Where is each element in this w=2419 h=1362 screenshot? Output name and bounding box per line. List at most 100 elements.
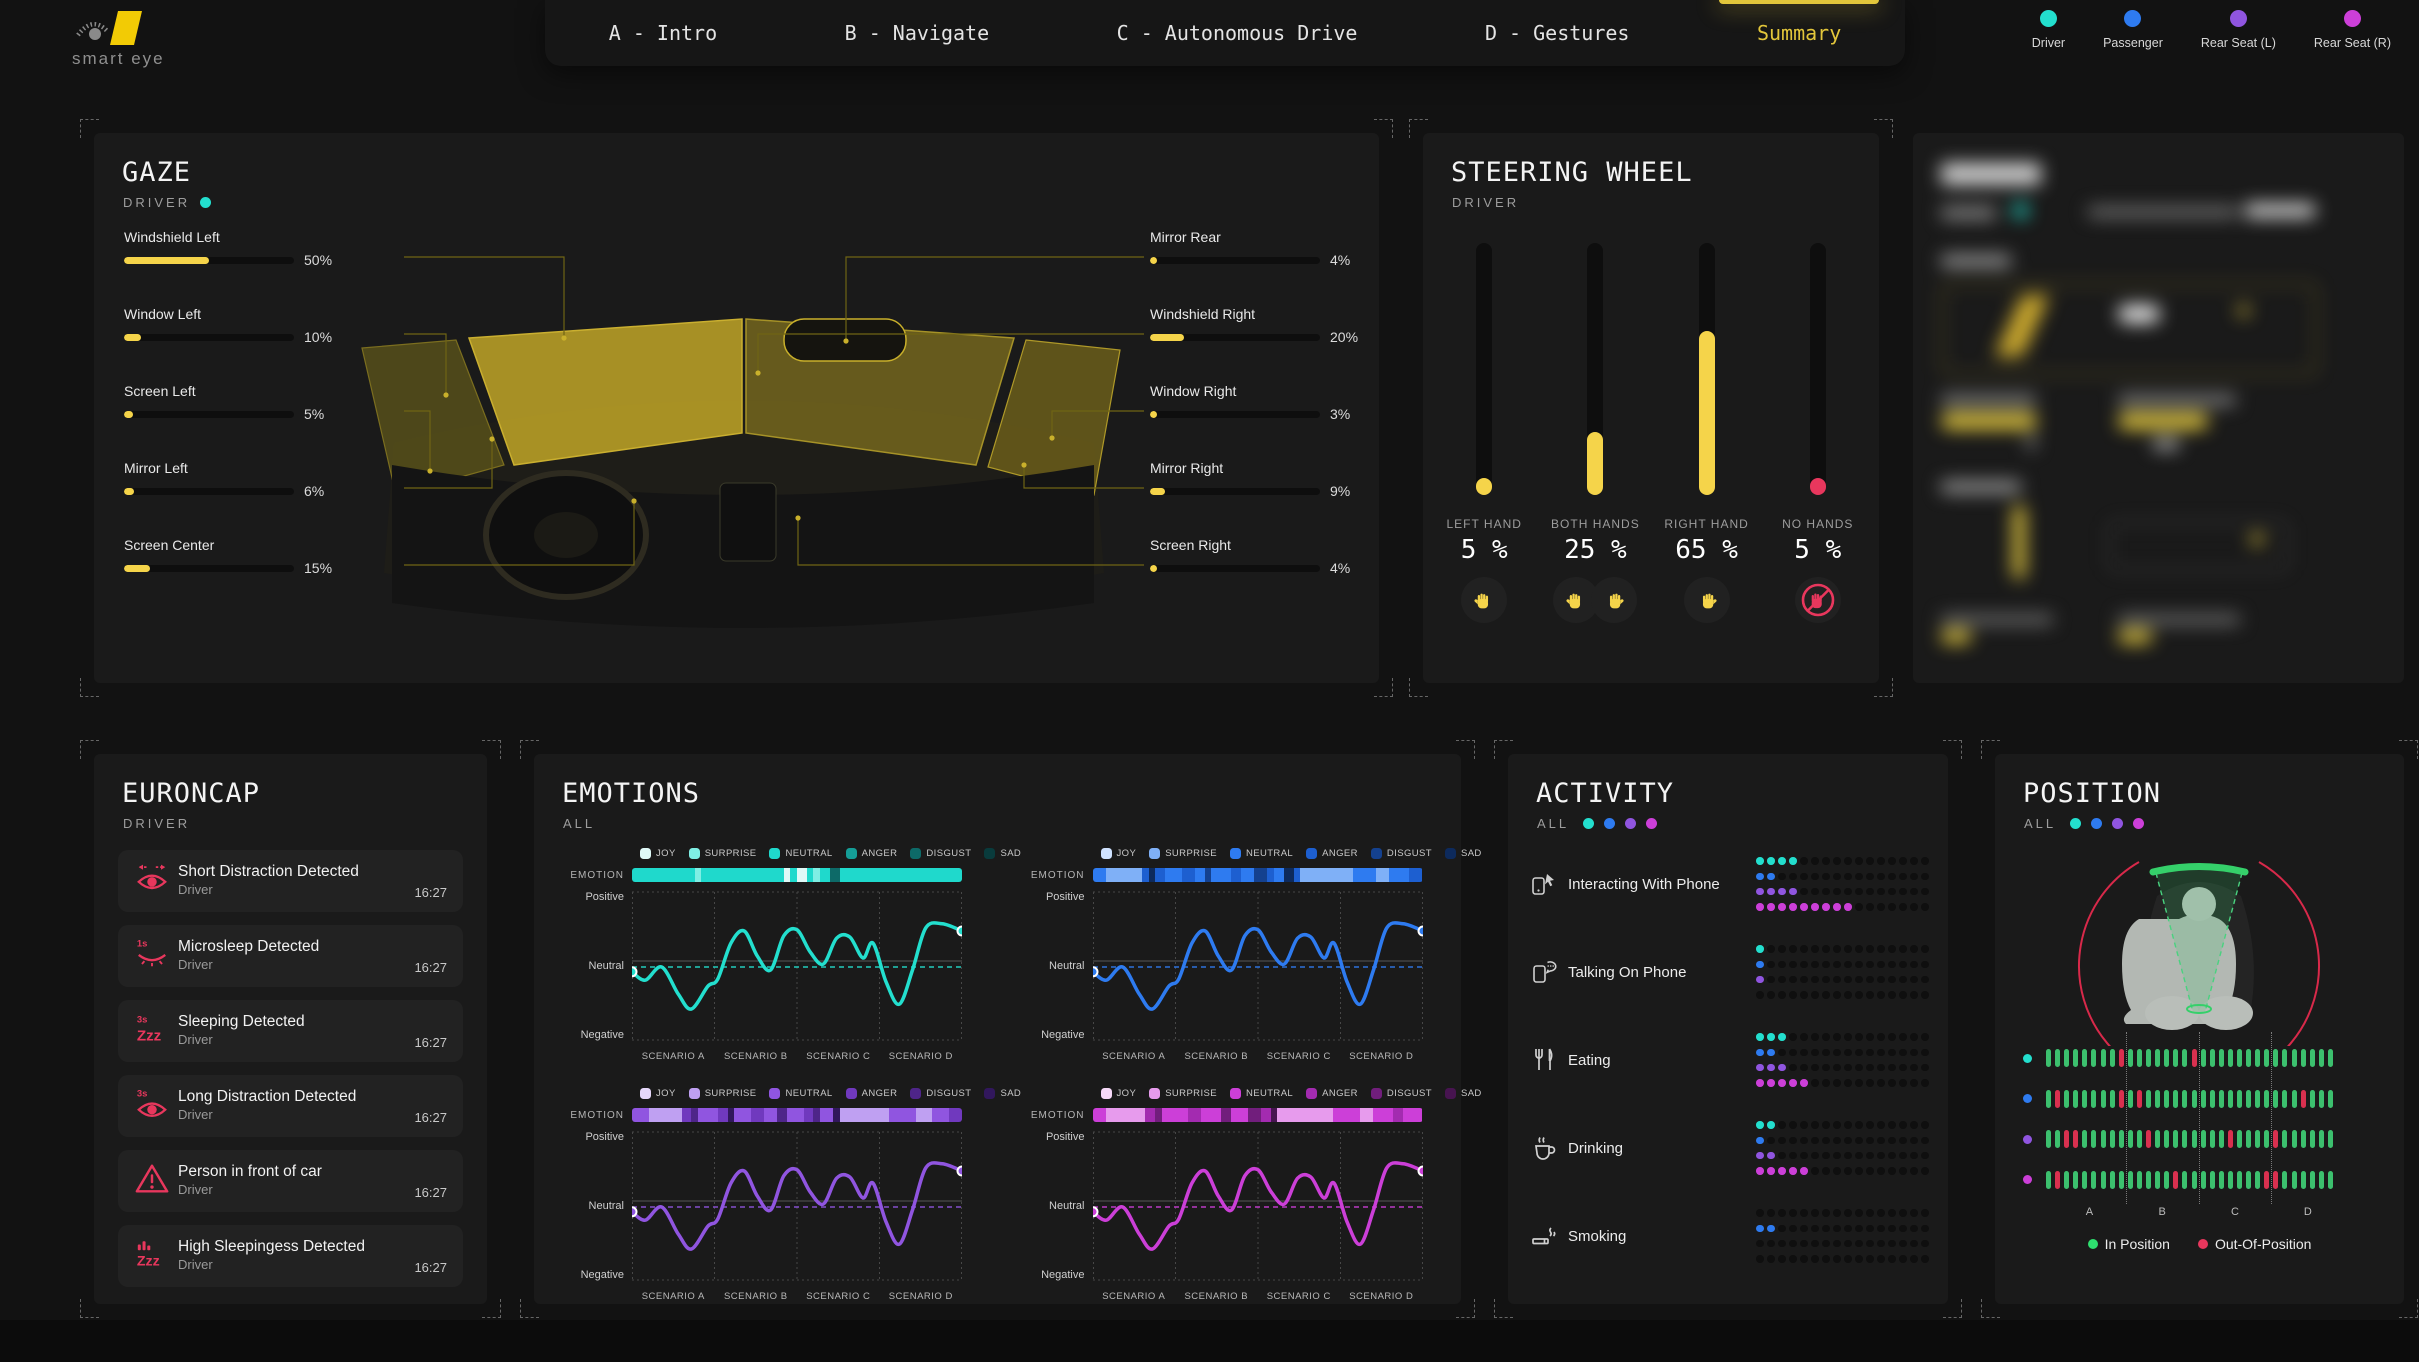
gaze-value: 50% xyxy=(304,252,333,268)
gaze-item-label: Mirror Rear xyxy=(1150,229,1221,245)
emotion-legend-item: SURPRISE xyxy=(1149,1088,1217,1099)
gaze-item: Screen Left 5% xyxy=(124,383,354,429)
euroncap-event-row[interactable]: 1s Microsleep Detected Driver 16:27 xyxy=(118,925,463,987)
activity-occupant-dots xyxy=(1583,817,1658,829)
emotions-title: EMOTIONS xyxy=(562,778,701,809)
emotion-y-label: Neutral xyxy=(588,1200,624,1212)
emotion-y-label: Neutral xyxy=(1049,960,1085,972)
activity-dot-matrix xyxy=(1756,941,1932,1003)
phone-interact-icon xyxy=(1524,870,1564,898)
activity-list: Interacting With Phone Talking On Phone … xyxy=(1524,840,1932,1280)
footer-band xyxy=(0,1320,2419,1362)
phone-talk-icon xyxy=(1524,958,1564,986)
position-title: POSITION xyxy=(2023,778,2162,809)
steering-bar-both-hands: BOTH HANDS 25 % xyxy=(1545,243,1645,623)
euroncap-event-row[interactable]: Person in front of car Driver 16:27 xyxy=(118,1150,463,1212)
gaze-bar xyxy=(124,410,294,418)
euroncap-event-list: Short Distraction Detected Driver 16:27 1… xyxy=(118,850,463,1300)
position-panel: POSITION ALL A B C D In Position Out-Of-Posi… xyxy=(1981,740,2418,1318)
event-title: Sleeping Detected xyxy=(178,1013,305,1030)
emotion-x-label: SCENARIO C xyxy=(806,1051,871,1062)
gaze-value: 9% xyxy=(1330,483,1351,499)
gaze-bar xyxy=(1150,564,1320,572)
activity-dot-matrix xyxy=(1756,853,1932,915)
event-time: 16:27 xyxy=(414,960,447,975)
gaze-item: Mirror Rear 4% xyxy=(1150,229,1380,275)
emotion-line-chart xyxy=(1087,891,1428,1041)
occupant-dot xyxy=(2039,10,2057,27)
position-pill-track xyxy=(2046,1089,2333,1108)
short-distraction-icon xyxy=(134,861,178,902)
position-subtitle: ALL xyxy=(2024,815,2057,831)
euroncap-event-row[interactable]: 3s Long Distraction Detected Driver 16:2… xyxy=(118,1075,463,1137)
svg-text:Zzz: Zzz xyxy=(137,1027,162,1044)
emotion-strip xyxy=(1092,868,1423,882)
brand-text: smart eye xyxy=(72,49,165,68)
hand-icon xyxy=(1702,593,1717,609)
svg-text:Zzz: Zzz xyxy=(137,1253,160,1269)
steering-bar-track xyxy=(1698,243,1715,495)
steering-bar-value: 5 % xyxy=(1794,535,1842,565)
emotion-strip-label: EMOTION xyxy=(570,869,624,881)
tab-a-intro[interactable]: A - Intro xyxy=(608,21,718,45)
gaze-item: Screen Center 15% xyxy=(124,537,354,583)
steering-subtitle: DRIVER xyxy=(1452,194,1520,210)
gaze-item: Window Left 10% xyxy=(124,306,354,352)
steering-bar-no-hands: NO HANDS 5 % xyxy=(1768,243,1868,623)
emotions-panel: EMOTIONS ALL JOY SURPRISE NEUTRAL ANGER DISG… xyxy=(520,740,1481,1318)
gaze-item: Windshield Right 20% xyxy=(1150,306,1380,352)
euroncap-event-row[interactable]: Zzz High Sleepingess Detected Driver 16:… xyxy=(118,1225,463,1287)
euroncap-event-row[interactable]: 3s Zzz Sleeping Detected Driver 16:27 xyxy=(118,1000,463,1062)
position-legend-item: Out-Of-Position xyxy=(2197,1236,2311,1252)
gaze-item-label: Window Left xyxy=(124,306,202,322)
activity-item-smoking: Smoking xyxy=(1524,1192,1932,1280)
euroncap-event-row[interactable]: Short Distraction Detected Driver 16:27 xyxy=(118,850,463,912)
gaze-title: GAZE xyxy=(122,157,192,188)
emotion-x-label: SCENARIO D xyxy=(1349,1051,1414,1062)
position-occupant-dot xyxy=(2023,1094,2032,1104)
occupant-position-visual xyxy=(2078,861,2320,1046)
occupant-dot xyxy=(2229,10,2247,27)
steering-bar-label: BOTH HANDS xyxy=(1551,517,1640,531)
emotion-legend-item: DISGUST xyxy=(1370,1088,1432,1099)
activity-label: Talking On Phone xyxy=(1568,963,1687,981)
gaze-item-label: Windshield Right xyxy=(1150,306,1256,322)
high-sleepiness-icon: Zzz xyxy=(134,1236,178,1277)
steering-bar-value: 25 % xyxy=(1564,535,1627,565)
emotions-subtitle: ALL xyxy=(563,815,596,831)
tab-d-gestures[interactable]: D - Gestures xyxy=(1484,21,1630,45)
activity-title: ACTIVITY xyxy=(1536,778,1675,809)
steering-bar-left-hand: LEFT HAND 5 % xyxy=(1434,243,1534,623)
emotion-x-label: SCENARIO C xyxy=(1266,1051,1331,1062)
activity-item-eating: Eating xyxy=(1524,1016,1932,1104)
tab-b-navigate[interactable]: B - Navigate xyxy=(844,21,990,45)
tab-c-autonomous-drive[interactable]: C - Autonomous Drive xyxy=(1116,21,1358,45)
steering-bar-icons xyxy=(1553,577,1638,623)
emotion-x-label: SCENARIO C xyxy=(1266,1291,1331,1302)
emotion-x-label: SCENARIO A xyxy=(641,1051,705,1062)
position-separator xyxy=(2198,1032,2200,1204)
tab-summary[interactable]: Summary xyxy=(1743,0,1855,66)
gaze-value: 4% xyxy=(1330,252,1351,268)
svg-text:3s: 3s xyxy=(137,1014,148,1025)
gaze-item-label: Window Right xyxy=(1150,383,1237,399)
emotion-line-chart xyxy=(626,1131,968,1281)
emotion-x-label: SCENARIO B xyxy=(723,1291,788,1302)
emotion-chart-cell-1: JOY SURPRISE NEUTRAL ANGER DISGUST SAD EMOTION… xyxy=(1019,846,1481,1062)
long-distraction-icon: 3s xyxy=(134,1086,178,1127)
drinking-icon xyxy=(1524,1134,1564,1162)
gaze-bar xyxy=(124,487,294,495)
position-row xyxy=(2023,1160,2383,1201)
gaze-value: 6% xyxy=(304,483,325,499)
emotion-legend-item: DISGUST xyxy=(910,848,971,859)
activity-item-drinking: Drinking xyxy=(1524,1104,1932,1192)
emotion-chart-cell-0: JOY SURPRISE NEUTRAL ANGER DISGUST SAD EMOTION… xyxy=(558,846,1021,1062)
occupant-dot xyxy=(2343,10,2361,27)
emotion-x-label: SCENARIO B xyxy=(1184,1291,1249,1302)
steering-bar-track xyxy=(1476,243,1493,495)
emotion-strip-label: EMOTION xyxy=(1030,1109,1085,1121)
position-row xyxy=(2023,1038,2383,1079)
steering-bar-right-hand: RIGHT HAND 65 % xyxy=(1657,243,1757,623)
occupant-label: Passenger xyxy=(2103,36,2163,50)
gaze-subtitle: DRIVER xyxy=(123,194,191,210)
